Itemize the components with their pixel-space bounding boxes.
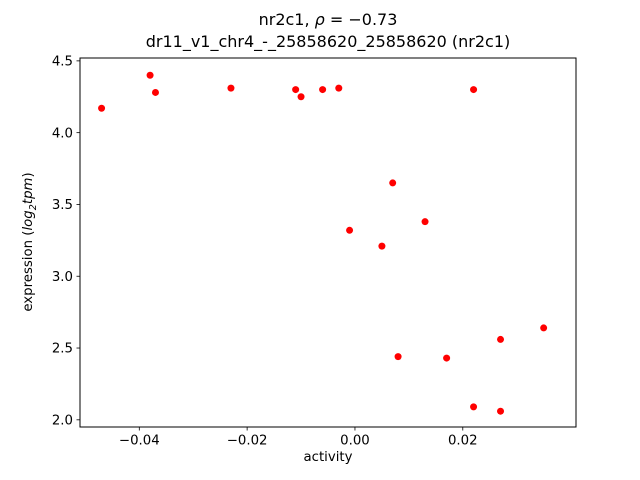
- x-tick-label: −0.04: [119, 434, 160, 449]
- data-point: [540, 324, 548, 332]
- x-tick-label: 0.02: [448, 434, 478, 449]
- chart-subtitle: dr11_v1_chr4_-_25858620_25858620 (nr2c1): [145, 32, 511, 51]
- data-point: [335, 84, 343, 92]
- data-point: [151, 88, 159, 96]
- data-point: [292, 86, 300, 94]
- x-tick-label: −0.02: [227, 434, 268, 449]
- y-tick-label: 3.5: [52, 198, 73, 213]
- data-point: [497, 335, 505, 343]
- rho-symbol: ρ: [314, 10, 325, 29]
- data-point: [394, 353, 402, 361]
- chart-title-correlation: = −0.73: [324, 10, 398, 29]
- y-tick-label: 4.5: [52, 54, 73, 69]
- data-point: [346, 226, 354, 234]
- chart-title-gene: nr2c1,: [258, 10, 315, 29]
- data-point: [389, 179, 397, 187]
- chart-title: nr2c1, ρ = −0.73: [80, 10, 576, 29]
- x-axis-label: activity: [303, 450, 353, 465]
- data-point: [443, 354, 451, 362]
- data-point: [319, 86, 327, 94]
- y-tick-label: 2.0: [52, 413, 73, 428]
- x-tick-label: 0.00: [340, 434, 370, 449]
- plot-frame: [79, 57, 577, 428]
- data-point: [470, 403, 478, 411]
- data-point: [146, 71, 154, 79]
- data-point: [470, 86, 478, 94]
- data-point: [297, 93, 305, 101]
- y-tick-label: 2.5: [52, 342, 73, 357]
- data-point: [227, 84, 235, 92]
- y-tick-label: 3.0: [52, 270, 73, 285]
- data-point: [378, 242, 386, 250]
- data-point: [98, 104, 106, 112]
- data-point: [421, 218, 429, 226]
- y-tick-label: 4.0: [52, 126, 73, 141]
- data-point: [497, 407, 505, 415]
